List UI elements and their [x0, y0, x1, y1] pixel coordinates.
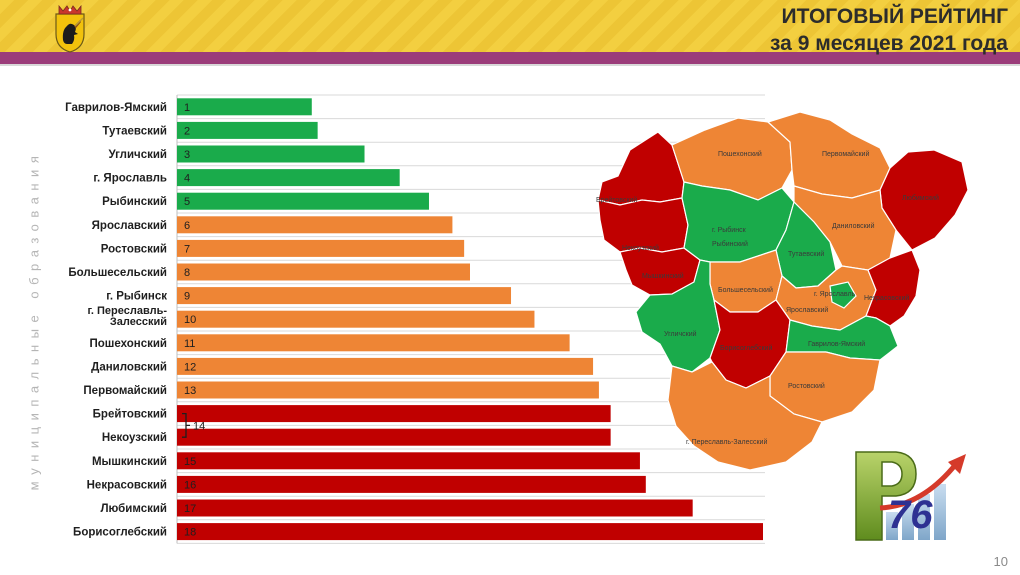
bar-value-label: 3	[184, 149, 190, 161]
group-bracket	[182, 412, 190, 438]
bar-value-label: 4	[184, 173, 190, 185]
bar	[177, 239, 465, 257]
bar	[177, 334, 570, 352]
category-label: Угличский	[108, 149, 167, 161]
category-label: Брейтовский	[93, 409, 167, 421]
bar-value-label: 17	[184, 503, 196, 515]
bar-value-label: 18	[184, 527, 196, 539]
bar	[177, 428, 611, 446]
bar-value-label: 13	[184, 385, 196, 397]
bar	[177, 121, 318, 139]
title-line-1: ИТОГОВЫЙ РЕЙТИНГ	[781, 5, 1008, 28]
bar-value-label: 8	[184, 267, 190, 279]
map-label-poshehonskij: Пошехонский	[718, 150, 762, 158]
map-label-danilovskij: Даниловский	[832, 222, 875, 230]
bar-value-label: 5	[184, 196, 190, 208]
category-label: Некоузский	[102, 432, 167, 444]
map-label-borisoglebskij: Борисоглебский	[720, 344, 772, 352]
bar	[177, 98, 312, 116]
map-label-tutaevskij: Тутаевский	[788, 250, 824, 258]
map-region-brejtovskij	[597, 131, 685, 206]
bar	[177, 169, 400, 187]
bar	[177, 310, 535, 328]
bar-value-label: 2	[184, 125, 190, 137]
map-label-yaroslavskij: Ярославский	[786, 306, 828, 314]
bar	[177, 381, 599, 399]
bar-value-label: 10	[184, 314, 196, 326]
bar	[177, 263, 470, 281]
map-region-nekouzskij	[597, 197, 689, 253]
bar	[177, 192, 429, 210]
map-label-brejtovskij: Брейтовский	[596, 196, 637, 204]
logo-number: 76	[888, 493, 933, 537]
category-label: Первомайский	[83, 385, 167, 397]
page-title: ИТОГОВЫЙ РЕЙТИНГ за 9 месяцев 2021 года	[770, 3, 1008, 57]
bar	[177, 216, 453, 234]
map-region-pereslavl	[667, 361, 823, 471]
category-label: Рыбинский	[102, 196, 167, 208]
map-label-gavrilov-yamskij: Гаврилов-Ямский	[808, 340, 865, 348]
category-label: Залесский	[110, 316, 167, 328]
bar-value-label: 12	[184, 361, 196, 373]
map-label-pervomajskij: Первомайский	[822, 150, 869, 158]
category-label: Большесельский	[68, 267, 167, 279]
map-region-yaroslavl-city	[829, 281, 857, 309]
map-region-nekrasovskij	[865, 249, 921, 327]
region-map: Пошехонский Первомайский Брейтовский Люб…	[596, 111, 969, 471]
bar-value-label: 15	[184, 456, 196, 468]
category-label: Ростовский	[101, 243, 167, 255]
category-label: Гаврилов-Ямский	[65, 102, 167, 114]
map-label-myshkinskij: Мышкинский	[642, 272, 684, 280]
map-label-uglichskij: Угличский	[664, 330, 697, 338]
bar	[177, 287, 512, 305]
map-label-rybinsk-city: г. Рыбинск	[712, 226, 747, 234]
bar-value-label: 1	[184, 102, 190, 114]
bar-value-label: 11	[184, 338, 195, 350]
map-label-lyubimskij: Любимский	[902, 194, 939, 202]
group-value-label: 14	[193, 420, 205, 432]
page-number: 10	[993, 554, 1008, 569]
category-label: Даниловский	[91, 361, 167, 373]
bar	[177, 452, 640, 470]
bar	[177, 499, 693, 517]
map-label-pereslavl: г. Переславль-Залесский	[686, 438, 767, 446]
bar-value-label: 9	[184, 291, 190, 303]
bar-value-label: 7	[184, 243, 190, 255]
bar-value-label: 6	[184, 220, 190, 232]
header-stripe	[0, 52, 1020, 64]
header-divider	[0, 64, 1020, 66]
category-label: Любимский	[100, 503, 167, 515]
category-label: г. Переславль-	[87, 305, 167, 317]
bar	[177, 475, 646, 493]
map-label-yaroslavl-city: г. Ярославль	[814, 291, 856, 298]
title-line-2: за 9 месяцев 2021 года	[770, 32, 1008, 55]
bar	[177, 405, 611, 423]
coat-of-arms-icon	[55, 4, 85, 53]
category-label: Некрасовский	[87, 479, 167, 491]
category-label: г. Ярославль	[93, 173, 167, 185]
bar	[177, 523, 763, 541]
category-label: Мышкинский	[92, 456, 167, 468]
category-label: Ярославский	[92, 220, 167, 232]
bar	[177, 145, 365, 163]
category-label: Тутаевский	[102, 125, 167, 137]
bar	[177, 357, 594, 375]
map-label-rybinskij: Рыбинский	[712, 240, 748, 248]
map-label-nekouzskij: Некоузский	[622, 244, 659, 252]
map-label-nekrasovskij: Некрасовский	[864, 294, 909, 302]
bar-value-label: 16	[184, 479, 196, 491]
map-label-rostovskij: Ростовский	[788, 382, 825, 390]
category-label: Борисоглебский	[73, 527, 167, 539]
category-label: г. Рыбинск	[106, 291, 167, 303]
region-76-logo: 76	[855, 451, 966, 541]
category-label: Пошехонский	[90, 338, 168, 350]
map-label-bolsheselskij: Большесельский	[718, 286, 773, 294]
